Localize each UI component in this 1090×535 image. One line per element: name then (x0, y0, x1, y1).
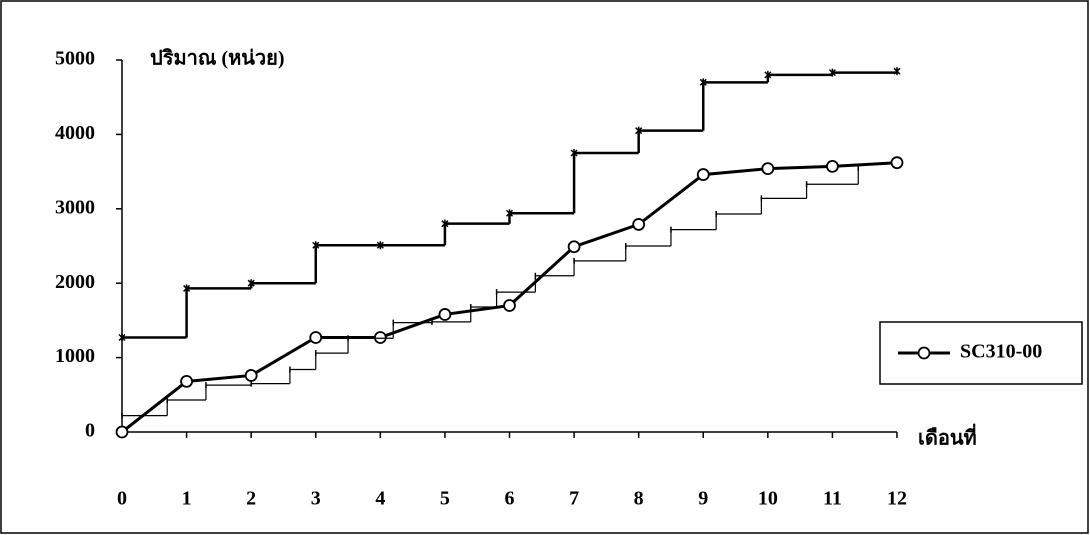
point (244, 369, 258, 382)
x-tick-label: 8 (634, 488, 644, 510)
x-tick-label: 10 (758, 488, 778, 510)
point (503, 299, 516, 312)
point (115, 425, 129, 439)
y-tick-label: 3000 (55, 196, 95, 218)
point (696, 168, 710, 181)
point (828, 68, 836, 77)
point (699, 78, 707, 87)
point (632, 218, 646, 231)
x-tick-label: 2 (246, 488, 256, 510)
legend-marker (917, 346, 931, 360)
x-tick-label: 7 (569, 488, 579, 510)
point (312, 241, 320, 250)
point (373, 331, 387, 344)
x-tick-label: 6 (505, 488, 515, 510)
x-tick-label: 0 (117, 488, 127, 510)
point (441, 219, 449, 228)
y-tick-label: 5000 (55, 48, 95, 70)
y-tick-label: 1000 (55, 345, 95, 367)
x-tick-label: 1 (182, 488, 192, 510)
point (635, 126, 643, 135)
point (118, 333, 126, 342)
point (180, 375, 193, 388)
x-tick-label: 4 (375, 488, 385, 510)
point (764, 70, 772, 79)
y-tick-label: 2000 (55, 271, 95, 293)
point (567, 240, 581, 254)
x-tick-label: 11 (823, 488, 842, 510)
x-tick-label: 12 (887, 488, 907, 510)
x-axis-label: เดือนที่ (918, 423, 977, 450)
point (376, 241, 384, 250)
y-tick-label: 4000 (55, 122, 95, 144)
point (309, 331, 323, 344)
point (890, 156, 904, 170)
y-tick-label: 0 (85, 420, 95, 442)
point (505, 209, 514, 218)
point (183, 284, 191, 293)
x-tick-label: 5 (440, 488, 450, 510)
x-tick-label: 3 (311, 488, 321, 510)
point (761, 162, 775, 176)
y-axis-label: ปริมาณ (หน่วย) (150, 48, 285, 70)
point (247, 279, 255, 288)
x-tick-label: 9 (698, 488, 708, 510)
point (438, 308, 452, 321)
legend-label: SC310-00 (960, 341, 1042, 363)
point (570, 149, 578, 157)
point (893, 67, 901, 76)
point (826, 159, 839, 173)
